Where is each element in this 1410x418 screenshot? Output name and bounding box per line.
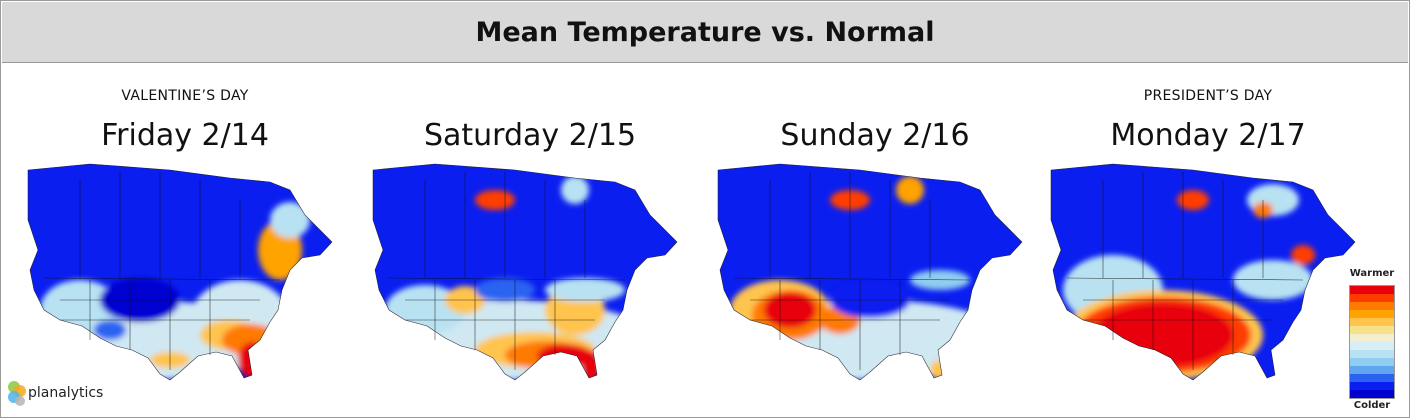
legend-colder-label: Colder [1353,400,1391,411]
page-title: Mean Temperature vs. Normal [475,16,935,48]
legend-swatch [1350,286,1394,294]
holiday-label: VALENTINE’S DAY [121,88,249,104]
legend-swatch [1350,374,1394,382]
date-label: Saturday 2/15 [423,118,637,153]
panel-saturday: Saturday 2/15 [365,80,695,410]
legend-swatch [1350,366,1394,374]
legend-swatch [1350,390,1394,398]
legend-swatch [1350,350,1394,358]
panel-monday: PRESIDENT’S DAY Monday 2/17 [1043,80,1373,410]
legend-swatch [1350,294,1394,302]
panel-friday: VALENTINE’S DAY Friday 2/14 [20,80,350,410]
title-bar: Mean Temperature vs. Normal [2,2,1408,63]
legend-swatch [1350,326,1394,334]
planalytics-logo: planalytics [6,376,116,412]
temperature-anomaly-map [372,163,678,381]
temperature-anomaly-map [717,163,1023,381]
date-label: Sunday 2/16 [780,118,970,153]
logo-text: planalytics [28,385,104,401]
date-label: Monday 2/17 [1110,118,1306,153]
temperature-anomaly-map [27,163,333,381]
legend-warmer-label: Warmer [1349,268,1395,279]
legend-color-scale [1349,285,1395,399]
legend-swatch [1350,342,1394,350]
legend-swatch [1350,334,1394,342]
temperature-anomaly-map [1050,163,1356,381]
legend-swatch [1350,302,1394,310]
panel-sunday: Sunday 2/16 [710,80,1040,410]
legend-swatch [1350,310,1394,318]
legend-swatch [1350,318,1394,326]
logo-mark-icon [8,381,26,406]
legend-swatch [1350,382,1394,390]
legend-swatch [1350,358,1394,366]
color-legend: Warmer Colder [1346,268,1398,412]
date-label: Friday 2/14 [101,118,269,153]
holiday-label: PRESIDENT’S DAY [1143,88,1273,104]
